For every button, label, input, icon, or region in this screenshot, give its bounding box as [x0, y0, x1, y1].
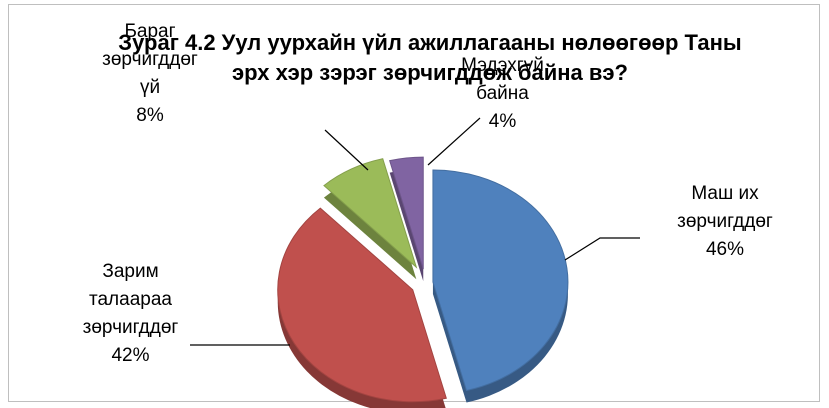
slice: [277, 207, 447, 403]
slice-label: Мэдэхгүй байна 4%: [455, 52, 550, 136]
value-label: 46%: [705, 239, 745, 260]
slice: [389, 156, 424, 270]
slice: [432, 169, 569, 392]
category-label: Мэдэхгүй байна: [461, 55, 544, 104]
category-label: Зарим талаараа зөрчигддөг: [82, 261, 179, 338]
leader-line: [427, 117, 481, 166]
slice-group: [323, 158, 418, 280]
value-label: 42%: [111, 345, 150, 366]
slice-group: [432, 169, 569, 403]
slice-label: Маш их зөрчигддөг 46%: [650, 180, 800, 264]
value-label: 4%: [488, 111, 517, 132]
slice: [323, 158, 418, 269]
slice-group: [389, 156, 424, 282]
slice-group: [277, 207, 447, 408]
chart-title: Зураг 4.2 Уул уурхайн үйл ажиллагааны нө…: [118, 30, 742, 85]
category-label: Бараг зөрчигддөгүй: [102, 21, 198, 98]
leader-line: [324, 129, 369, 171]
slice-label: Бараг зөрчигддөгүй 8%: [100, 18, 200, 130]
leader-line: [564, 237, 640, 261]
slice-label: Зарим талаараа зөрчигддөг 42%: [68, 258, 193, 370]
value-label: 8%: [136, 105, 164, 126]
category-label: Маш их зөрчигддөг: [677, 183, 773, 232]
